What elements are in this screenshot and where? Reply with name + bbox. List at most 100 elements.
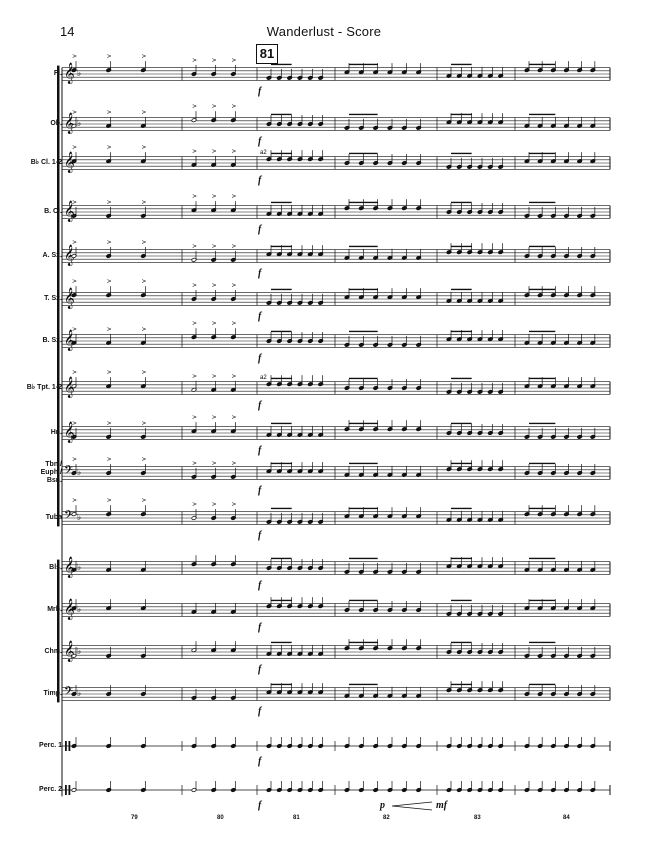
instrument-label-bsx: B. Sx. [42, 337, 62, 344]
instrument-label-tuba: Tuba [45, 514, 62, 521]
page-number: 14 [60, 24, 75, 39]
staff-tbn: 𝄢 ♭> > >> > > [62, 456, 611, 480]
svg-text:>: > [72, 109, 77, 116]
treble-clef-icon: 𝄞 [64, 641, 75, 662]
staff-tsx: 𝄞 > > > > > > [62, 278, 611, 309]
instrument-label-mrb: Mrb. [47, 606, 62, 613]
instrument-label-ob: Ob. [50, 120, 62, 127]
svg-text:>: > [192, 103, 197, 110]
instrument-label-tsx: T. Sx. [44, 295, 62, 302]
svg-text:>: > [192, 57, 197, 64]
svg-text:>: > [231, 320, 236, 327]
treble-clef-icon: 𝄞 [64, 599, 75, 620]
dynamic-piano-perc2: p [380, 800, 385, 811]
dynamic-forte-mrb: f [258, 622, 262, 633]
staff-chm: 𝄞 ♭ [62, 639, 611, 662]
instrument-label-bcl: B♭ Cl. 1-2 [30, 159, 62, 166]
svg-text:>: > [107, 369, 112, 376]
svg-text:>: > [72, 420, 77, 427]
svg-text:>: > [212, 243, 217, 250]
staff-tpt: 𝄞> > >> > > [62, 369, 611, 398]
svg-text:>: > [231, 460, 236, 467]
measure-number-79: 79 [131, 815, 138, 821]
treble-clef-icon: 𝄞 [64, 63, 75, 84]
svg-text:>: > [72, 369, 77, 376]
svg-text:>: > [212, 501, 217, 508]
svg-text:>: > [107, 497, 112, 504]
a2-marking-bcl: a2 [260, 150, 267, 156]
measure-number-81: 81 [293, 815, 300, 821]
staff-timp: 𝄢 ♭ [62, 681, 611, 701]
dynamic-forte-perc2: f [258, 800, 262, 811]
svg-text:>: > [212, 460, 217, 467]
dynamic-forte-tsx: f [258, 311, 262, 322]
svg-text:>: > [141, 239, 146, 246]
svg-text:>: > [231, 148, 236, 155]
svg-text:>: > [192, 243, 197, 250]
svg-text:>: > [192, 460, 197, 467]
svg-text:>: > [141, 456, 146, 463]
rehearsal-mark: 81 [256, 44, 278, 64]
svg-text:>: > [231, 373, 236, 380]
svg-text:>: > [141, 144, 146, 151]
dynamic-mf-perc2: mf [436, 800, 448, 811]
dynamic-forte-tbn: f [258, 485, 262, 496]
dynamic-forte-bscl: f [258, 224, 262, 235]
svg-text:>: > [72, 144, 77, 151]
treble-clef-icon: 𝄞 [64, 557, 75, 578]
dynamic-forte-bls: f [258, 580, 262, 591]
svg-text:>: > [231, 243, 236, 250]
instrument-label-tbn: Tbn./ Euph./ Bsn. [40, 461, 62, 484]
svg-text:>: > [141, 199, 146, 206]
staff-bls: 𝄞 ♭ [62, 555, 611, 578]
svg-text:>: > [107, 456, 112, 463]
svg-text:>: > [192, 148, 197, 155]
dynamic-forte-tuba: f [258, 530, 262, 541]
instrument-label-bls: Bls. [49, 564, 62, 571]
svg-text:>: > [212, 57, 217, 64]
flat-icon: ♭ [77, 468, 81, 478]
svg-text:>: > [141, 109, 146, 116]
group-bracket-0 [57, 65, 60, 527]
svg-text:>: > [231, 103, 236, 110]
svg-text:>: > [141, 278, 146, 285]
svg-text:>: > [192, 320, 197, 327]
treble-clef-icon: 𝄞 [64, 152, 75, 173]
svg-text:>: > [107, 420, 112, 427]
treble-clef-icon: 𝄞 [64, 330, 75, 351]
measure-number-84: 84 [563, 815, 570, 821]
treble-clef-icon: 𝄞 [64, 113, 75, 134]
treble-clef-icon: 𝄞 [64, 288, 75, 309]
flat-icon: ♭ [77, 119, 81, 129]
svg-text:>: > [107, 239, 112, 246]
measure-number-82: 82 [383, 815, 390, 821]
svg-text:>: > [141, 420, 146, 427]
treble-clef-icon: 𝄞 [64, 422, 75, 443]
staff-ob: 𝄞 ♭> > >> > > [62, 103, 611, 134]
staff-tuba: 𝄢 ♭ > > > > > > [62, 497, 611, 525]
staff-mrb: 𝄞 ♭ [62, 597, 611, 620]
score-title: Wanderlust - Score [266, 24, 382, 39]
svg-text:>: > [141, 53, 146, 60]
svg-text:>: > [192, 193, 197, 200]
dynamic-forte-ob: f [258, 136, 262, 147]
dynamic-forte-bsx: f [258, 353, 262, 364]
svg-text:>: > [141, 369, 146, 376]
dynamic-forte-perc1: f [258, 756, 262, 767]
measure-number-83: 83 [474, 815, 481, 821]
bass-clef-icon: 𝄢 [64, 464, 73, 480]
dynamic-forte-timp: f [258, 706, 262, 717]
staff-bcl: 𝄞> > >> > > [62, 144, 611, 173]
svg-text:>: > [212, 414, 217, 421]
instrument-label-tpt: B♭ Tpt. 1-2 [26, 384, 62, 391]
instrument-label-hn: Hn. [50, 429, 62, 436]
svg-text:>: > [141, 326, 146, 333]
flat-icon: ♭ [77, 69, 81, 79]
svg-text:>: > [72, 278, 77, 285]
group-bracket-1 [57, 559, 60, 703]
svg-text:>: > [72, 326, 77, 333]
flat-icon: ♭ [77, 647, 81, 657]
treble-clef-icon: 𝄞 [64, 377, 75, 398]
treble-clef-icon: 𝄞 [64, 245, 75, 266]
